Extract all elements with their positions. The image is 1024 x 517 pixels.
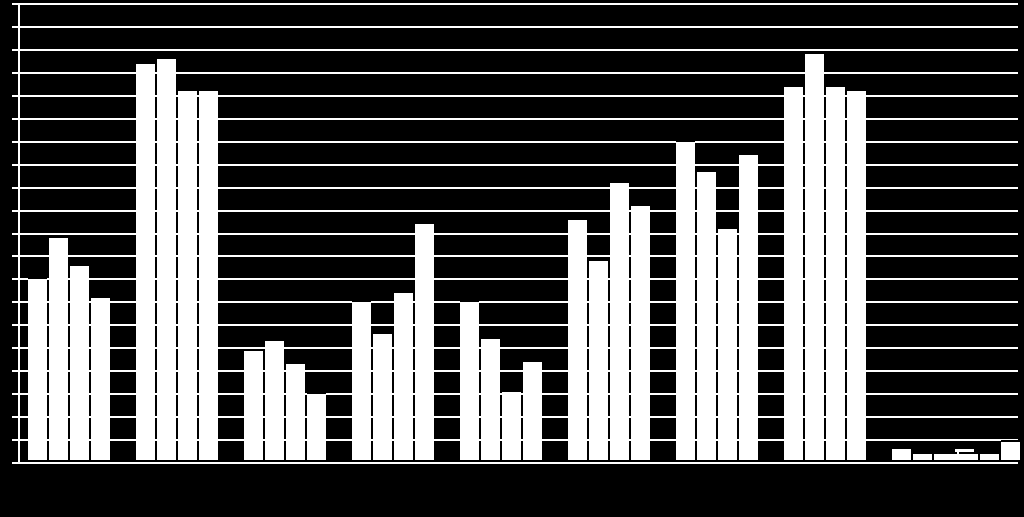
- bar-group: [136, 58, 218, 462]
- bar-group: [352, 223, 434, 462]
- y-tick: [12, 95, 20, 97]
- bar: [244, 350, 263, 462]
- bar-group: [784, 53, 866, 462]
- bar: [307, 393, 326, 462]
- y-tick: [12, 370, 20, 372]
- bar: [959, 453, 978, 462]
- y-tick: [12, 164, 20, 166]
- bar-groups: [32, 0, 1018, 463]
- y-tick: [12, 49, 20, 51]
- bar: [373, 333, 392, 462]
- bar: [91, 297, 110, 462]
- bar: [415, 223, 434, 462]
- y-tick: [12, 301, 20, 303]
- y-tick: [12, 439, 20, 441]
- bar-group: [28, 237, 110, 462]
- y-tick: [12, 3, 20, 5]
- bar: [784, 86, 803, 462]
- y-tick: [12, 118, 20, 120]
- bar: [805, 53, 824, 462]
- y-tick: [12, 324, 20, 326]
- y-tick: [12, 416, 20, 418]
- bar: [631, 205, 650, 462]
- bar: [892, 448, 911, 462]
- bar: [938, 453, 957, 462]
- y-tick: [12, 141, 20, 143]
- bar: [199, 90, 218, 462]
- bar: [980, 453, 999, 462]
- bar-group: [938, 441, 1020, 462]
- bar: [70, 265, 89, 462]
- bar-group: [568, 182, 650, 462]
- bar: [523, 361, 542, 462]
- bar: [568, 219, 587, 462]
- bar: [178, 90, 197, 462]
- bar: [286, 363, 305, 462]
- bar: [28, 278, 47, 462]
- y-tick: [12, 347, 20, 349]
- bar: [136, 63, 155, 462]
- y-tick: [12, 462, 20, 464]
- bar: [481, 338, 500, 462]
- bar: [718, 228, 737, 462]
- y-tick: [12, 210, 20, 212]
- bar-group: [244, 340, 326, 462]
- bar: [460, 301, 479, 462]
- bar-chart: [0, 0, 1024, 517]
- bar: [913, 453, 932, 462]
- y-tick: [12, 233, 20, 235]
- bar: [826, 86, 845, 462]
- bar: [49, 237, 68, 462]
- y-tick: [12, 278, 20, 280]
- y-tick: [12, 72, 20, 74]
- bar-group: [460, 301, 542, 462]
- bar: [1001, 441, 1020, 462]
- bar: [847, 90, 866, 462]
- bar: [589, 260, 608, 462]
- y-tick: [12, 393, 20, 395]
- y-tick: [12, 187, 20, 189]
- bar: [157, 58, 176, 462]
- y-tick: [12, 255, 20, 257]
- bar: [697, 171, 716, 462]
- bar-group: [676, 141, 758, 462]
- bar: [352, 301, 371, 462]
- y-tick: [12, 26, 20, 28]
- bar: [610, 182, 629, 462]
- bar: [676, 141, 695, 462]
- bar: [502, 391, 521, 462]
- bar: [394, 292, 413, 462]
- bar: [739, 154, 758, 462]
- bar: [265, 340, 284, 462]
